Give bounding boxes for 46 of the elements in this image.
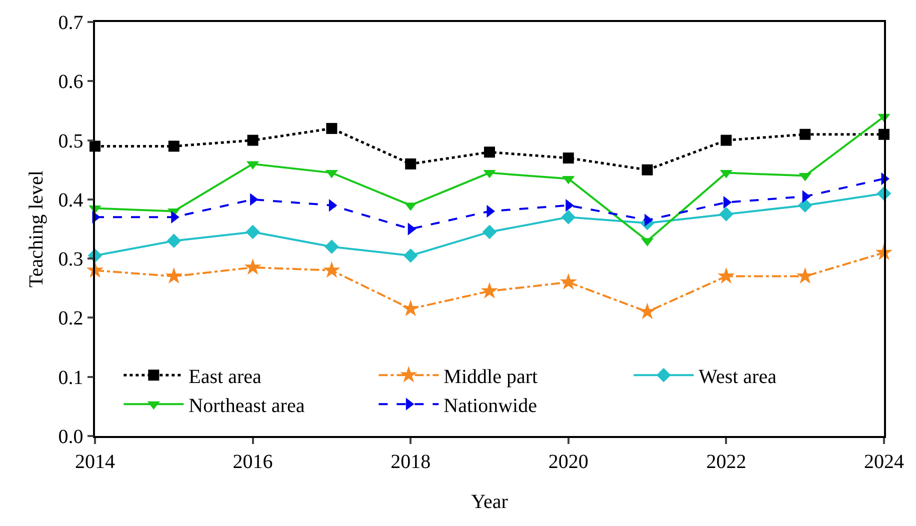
point bbox=[642, 164, 653, 176]
x-axis-title: Year bbox=[471, 490, 508, 513]
y-tick-label: 0.0 bbox=[58, 426, 84, 448]
point bbox=[482, 224, 497, 240]
legend-label: Northeast area bbox=[188, 394, 305, 417]
point bbox=[324, 240, 339, 254]
legend-label: Nationwide bbox=[444, 394, 538, 417]
legend-label: East area bbox=[188, 366, 262, 388]
y-tick-label: 0.5 bbox=[58, 130, 84, 152]
legend-label: West area bbox=[698, 366, 777, 388]
point bbox=[168, 140, 180, 152]
point bbox=[403, 248, 418, 263]
point bbox=[798, 198, 812, 212]
x-tick-label: 2024 bbox=[864, 450, 904, 473]
x-tick-label: 2014 bbox=[75, 450, 115, 473]
x-tick-label: 2020 bbox=[548, 450, 588, 473]
x-tick-label: 2018 bbox=[390, 450, 431, 473]
point bbox=[166, 234, 182, 248]
point bbox=[247, 134, 258, 146]
y-axis-title: Teaching level bbox=[25, 170, 48, 288]
x-tick-label: 2016 bbox=[232, 450, 273, 473]
point bbox=[165, 267, 183, 284]
x-tick-label: 2022 bbox=[706, 450, 746, 473]
point bbox=[484, 146, 495, 158]
y-tick-label: 0.3 bbox=[58, 248, 84, 271]
point bbox=[323, 261, 340, 278]
y-tick-label: 0.7 bbox=[58, 12, 84, 34]
point bbox=[246, 224, 260, 240]
point bbox=[720, 134, 732, 146]
point bbox=[405, 158, 416, 170]
legend-label: Middle part bbox=[444, 366, 538, 388]
y-tick-label: 0.4 bbox=[58, 189, 84, 212]
point bbox=[244, 258, 262, 275]
point bbox=[562, 152, 574, 164]
y-tick-label: 0.2 bbox=[58, 308, 84, 330]
point bbox=[561, 210, 576, 224]
point bbox=[719, 207, 734, 222]
point bbox=[718, 267, 735, 284]
y-tick-label: 0.1 bbox=[58, 366, 84, 389]
point bbox=[326, 122, 338, 134]
point bbox=[402, 300, 420, 316]
point bbox=[638, 302, 656, 320]
point bbox=[560, 273, 578, 290]
point bbox=[800, 128, 811, 140]
point bbox=[480, 282, 498, 298]
y-tick-label: 0.6 bbox=[58, 71, 84, 94]
